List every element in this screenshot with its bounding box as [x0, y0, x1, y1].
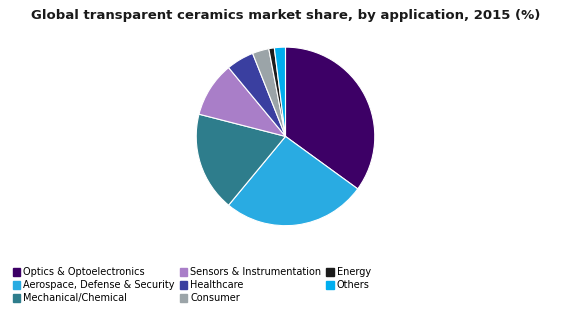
Wedge shape	[196, 114, 286, 205]
Text: Global transparent ceramics market share, by application, 2015 (%): Global transparent ceramics market share…	[31, 9, 540, 22]
Wedge shape	[274, 47, 286, 136]
Wedge shape	[286, 47, 375, 189]
Wedge shape	[228, 136, 357, 226]
Wedge shape	[252, 49, 286, 136]
Legend: Optics & Optoelectronics, Aerospace, Defense & Security, Mechanical/Chemical, Se: Optics & Optoelectronics, Aerospace, Def…	[11, 265, 373, 305]
Wedge shape	[199, 68, 286, 136]
Wedge shape	[228, 53, 286, 136]
Wedge shape	[269, 48, 286, 136]
